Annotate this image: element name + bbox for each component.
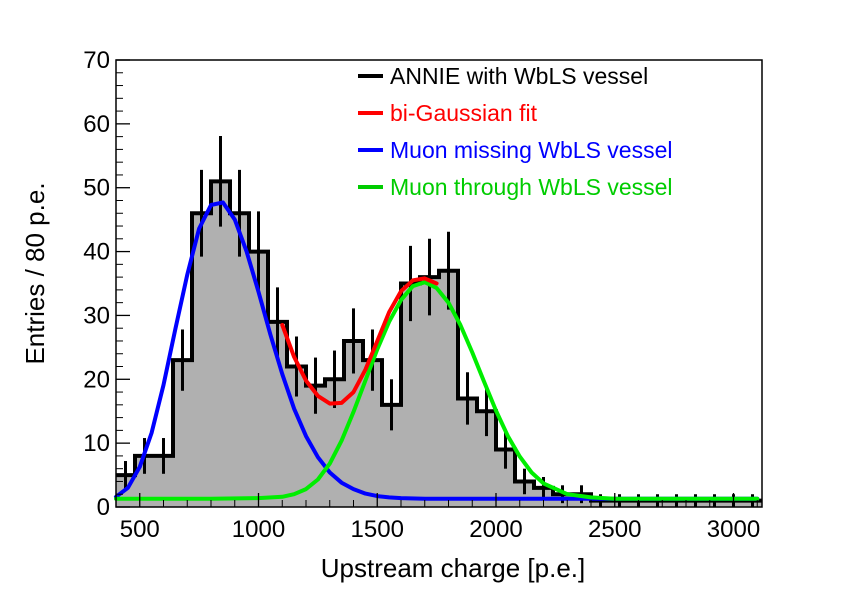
- legend-label: Muon through WbLS vessel: [390, 174, 673, 200]
- histogram-bar: [230, 213, 249, 507]
- legend-label: ANNIE with WbLS vessel: [390, 63, 648, 89]
- plot-frame: [115, 59, 763, 508]
- y-tick-label: 40: [83, 239, 110, 266]
- histogram-bar: [211, 181, 230, 508]
- series-line: [280, 276, 439, 406]
- fit-curves-layer: [114, 200, 760, 501]
- histogram-bar: [458, 398, 477, 507]
- y-tick-label: 0: [97, 494, 110, 521]
- y-tick-label: 50: [83, 175, 110, 202]
- histogram-bar: [154, 455, 173, 507]
- x-tick-label: 2500: [588, 516, 641, 543]
- y-tick-label: 10: [83, 430, 110, 457]
- legend: ANNIE with WbLS vessel bi-Gaussian fit Muo…: [358, 63, 673, 200]
- x-tick-label: 1500: [351, 516, 404, 543]
- axis-ticks-layer: 0 10 20 30 40 50 60 70 500 1000 1500 2000 2500 3000: [83, 47, 760, 543]
- y-axis-label: Entries / 80 p.e.: [20, 182, 50, 364]
- histogram-bar: [496, 449, 515, 507]
- x-tick-label: 2000: [469, 516, 522, 543]
- x-tick-label: 500: [120, 516, 160, 543]
- histogram-bar: [173, 360, 192, 507]
- histogram-bar: [382, 404, 401, 507]
- histogram-bar: [439, 270, 458, 507]
- y-tick-label: 60: [83, 111, 110, 138]
- histogram-bar: [477, 411, 496, 507]
- y-tick-label: 30: [83, 302, 110, 329]
- series-line: [114, 280, 760, 501]
- y-tick-label: 70: [83, 47, 110, 74]
- histogram-bar: [192, 213, 211, 507]
- x-tick-label: 1000: [232, 516, 285, 543]
- x-tick-label: 3000: [707, 516, 760, 543]
- legend-label: bi-Gaussian fit: [390, 100, 538, 126]
- series-line: [114, 200, 760, 501]
- legend-label: Muon missing WbLS vessel: [390, 137, 673, 163]
- y-tick-label: 20: [83, 366, 110, 393]
- histogram-bar: [363, 360, 382, 507]
- histogram-layer: [116, 179, 762, 508]
- histogram-bar: [401, 283, 420, 507]
- histogram-bar: [420, 277, 439, 507]
- x-axis-label: Upstream charge [p.e.]: [321, 553, 585, 583]
